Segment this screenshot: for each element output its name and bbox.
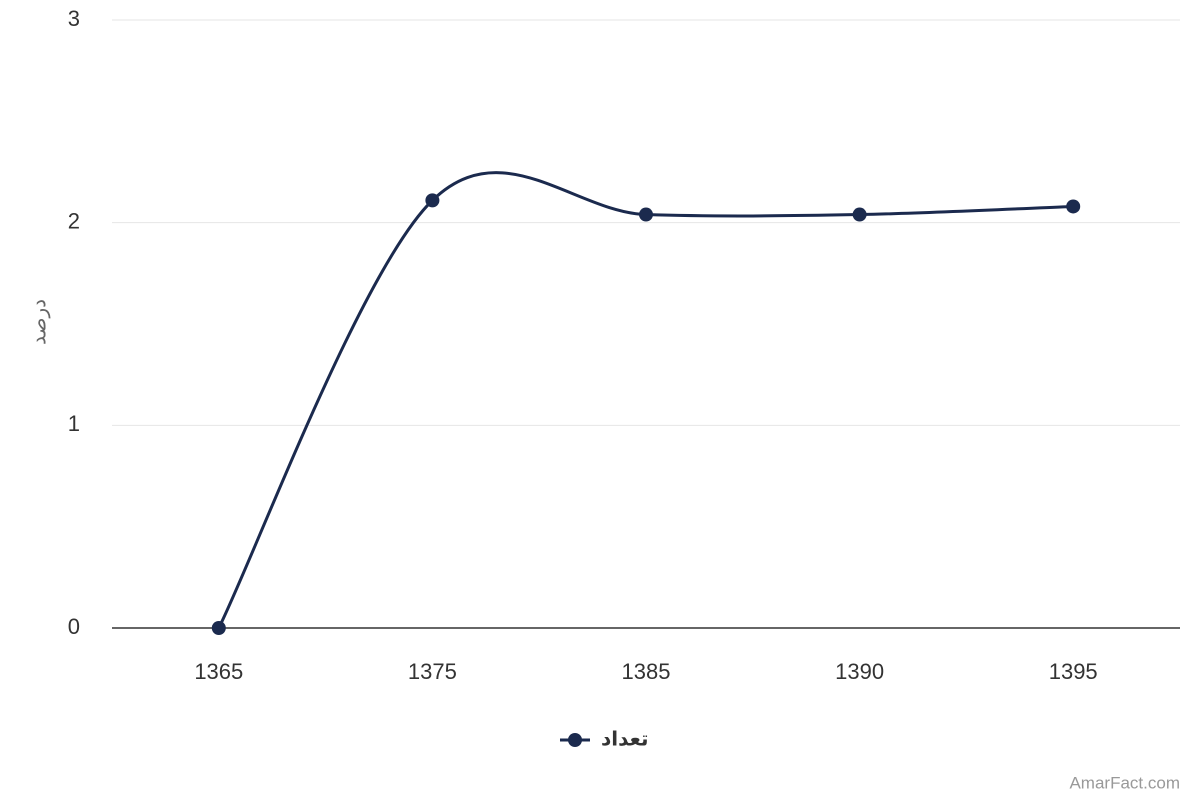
x-tick-label: 1395 bbox=[1049, 659, 1098, 684]
x-tick-label: 1365 bbox=[194, 659, 243, 684]
y-tick-label: 3 bbox=[68, 6, 80, 31]
point bbox=[1066, 199, 1081, 214]
y-tick-label: 0 bbox=[68, 614, 80, 639]
point bbox=[639, 207, 653, 222]
point bbox=[425, 193, 440, 208]
point bbox=[852, 207, 867, 222]
legend-label[interactable]: تعداد bbox=[601, 728, 648, 750]
legend-marker[interactable] bbox=[568, 733, 582, 747]
x-tick-label: 1375 bbox=[408, 659, 457, 684]
line bbox=[217, 171, 1074, 629]
y-axis-title: درصد bbox=[28, 299, 50, 345]
point bbox=[211, 621, 226, 635]
x-tick-label: 1390 bbox=[835, 659, 884, 684]
x-tick-label: 1385 bbox=[622, 659, 671, 684]
credit: AmarFact.com bbox=[1069, 773, 1180, 792]
y-tick-label: 2 bbox=[68, 208, 80, 233]
y-tick-label: 1 bbox=[68, 411, 80, 436]
